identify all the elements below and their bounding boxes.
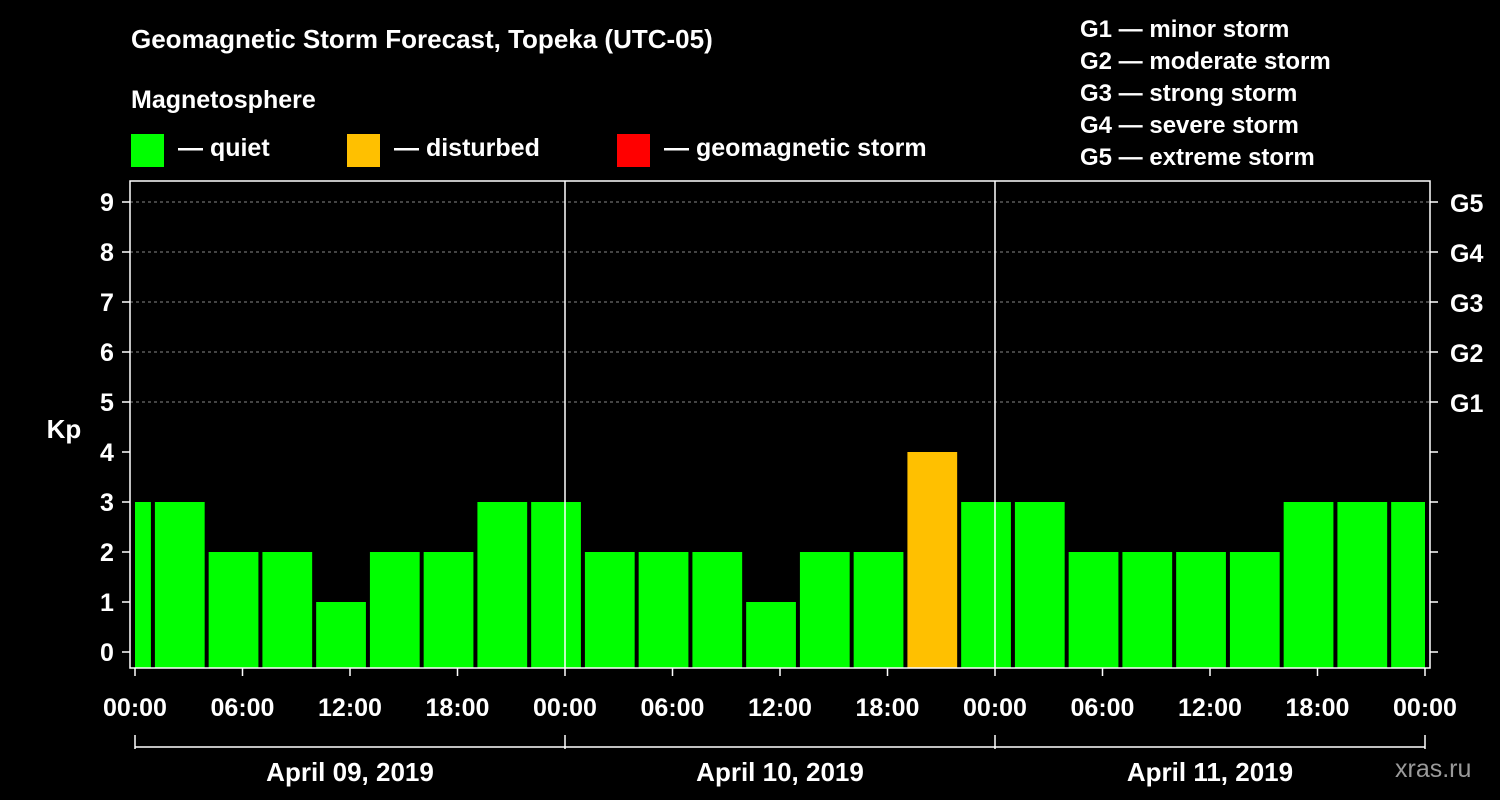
y-tick-label: 4 xyxy=(100,439,114,467)
kp-bar-17 xyxy=(1014,502,1065,668)
kp-bar-8 xyxy=(531,502,581,668)
x-tick-label: 18:00 xyxy=(1286,694,1350,722)
storm-level-g3: G3 — strong storm xyxy=(1080,80,1298,107)
x-tick-label: 00:00 xyxy=(963,694,1027,722)
kp-bar-9 xyxy=(584,552,635,668)
kp-bar-11 xyxy=(692,552,743,668)
magnetosphere-label: Magnetosphere xyxy=(131,86,316,114)
right-tick-label-g5: G5 xyxy=(1450,190,1483,218)
x-tick-label: 12:00 xyxy=(748,694,812,722)
kp-bar-15 xyxy=(907,452,958,668)
storm-level-g2: G2 — moderate storm xyxy=(1080,48,1331,75)
kp-bar-24 xyxy=(1391,502,1425,668)
storm-level-g4: G4 — severe storm xyxy=(1080,112,1299,139)
watermark: xras.ru xyxy=(1395,755,1472,783)
legend-swatch-quiet xyxy=(131,134,164,167)
kp-bar-7 xyxy=(477,502,528,668)
right-tick-label-g4: G4 xyxy=(1450,240,1483,268)
x-tick-label: 00:00 xyxy=(103,694,167,722)
x-tick-label: 18:00 xyxy=(856,694,920,722)
kp-bar-13 xyxy=(799,552,850,668)
y-tick-label: 6 xyxy=(100,339,114,367)
x-tick-label: 00:00 xyxy=(533,694,597,722)
day-label-1: April 10, 2019 xyxy=(696,757,864,787)
x-tick-label: 18:00 xyxy=(426,694,490,722)
kp-bar-12 xyxy=(746,602,796,668)
day-label-0: April 09, 2019 xyxy=(266,757,434,787)
kp-bar-23 xyxy=(1337,502,1388,668)
storm-level-g1: G1 — minor storm xyxy=(1080,16,1290,43)
kp-bar-2 xyxy=(208,552,259,668)
kp-bar-6 xyxy=(423,552,474,668)
kp-bar-21 xyxy=(1229,552,1280,668)
y-tick-label: 9 xyxy=(100,189,114,217)
kp-bar-1 xyxy=(154,502,205,668)
legend-swatch-disturbed xyxy=(347,134,380,167)
x-tick-label: 00:00 xyxy=(1393,694,1457,722)
kp-bar-19 xyxy=(1122,552,1173,668)
x-tick-label: 06:00 xyxy=(1071,694,1135,722)
legend-swatch-storm xyxy=(617,134,650,167)
legend-label-storm: — geomagnetic storm xyxy=(664,134,927,162)
x-tick-label: 12:00 xyxy=(318,694,382,722)
kp-bar-16 xyxy=(961,502,1011,668)
kp-bar-4 xyxy=(316,602,366,668)
right-tick-label-g1: G1 xyxy=(1450,390,1483,418)
y-tick-label: 5 xyxy=(100,389,114,417)
kp-bar-22 xyxy=(1283,502,1334,668)
storm-level-g5: G5 — extreme storm xyxy=(1080,144,1315,171)
x-tick-label: 06:00 xyxy=(641,694,705,722)
y-tick-label: 7 xyxy=(100,289,114,317)
y-tick-label: 0 xyxy=(100,639,114,667)
y-tick-label: 2 xyxy=(100,539,114,567)
kp-bar-10 xyxy=(638,552,689,668)
y-axis-label: Kp xyxy=(47,414,82,444)
legend-label-disturbed: — disturbed xyxy=(394,134,540,162)
right-tick-label-g3: G3 xyxy=(1450,290,1483,318)
kp-bar-18 xyxy=(1068,552,1119,668)
kp-bar-20 xyxy=(1176,552,1226,668)
right-tick-label-g2: G2 xyxy=(1450,340,1483,368)
x-tick-label: 06:00 xyxy=(211,694,275,722)
kp-bar-3 xyxy=(262,552,313,668)
y-tick-label: 3 xyxy=(100,489,114,517)
kp-bar-0 xyxy=(135,502,151,668)
x-tick-label: 12:00 xyxy=(1178,694,1242,722)
chart-title: Geomagnetic Storm Forecast, Topeka (UTC-… xyxy=(131,24,713,54)
legend-label-quiet: — quiet xyxy=(178,134,270,162)
kp-bar-5 xyxy=(369,552,420,668)
y-tick-label: 1 xyxy=(100,589,114,617)
kp-bar-14 xyxy=(853,552,904,668)
day-label-2: April 11, 2019 xyxy=(1127,757,1293,787)
y-tick-label: 8 xyxy=(100,239,114,267)
